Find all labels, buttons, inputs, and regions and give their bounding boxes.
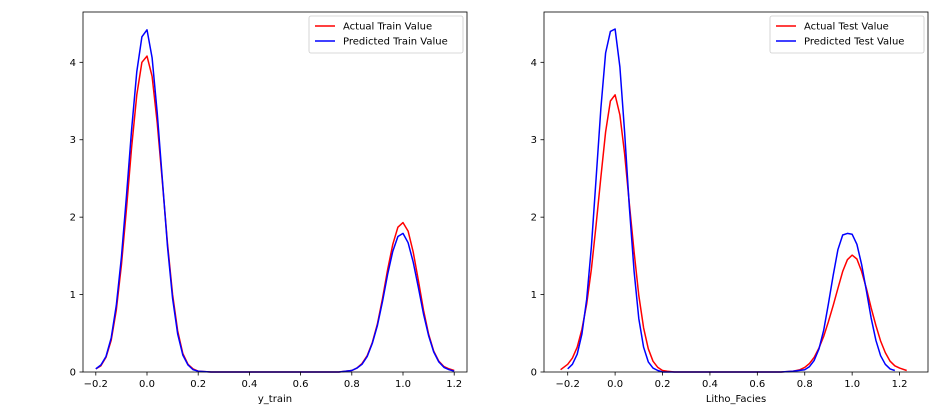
series-line-1 (95, 55, 455, 373)
x-tick-label: 0.6 (293, 379, 309, 390)
x-tick-label: 0.8 (344, 379, 360, 390)
plot-frame (82, 11, 468, 373)
x-tick-label: 0.6 (749, 379, 765, 390)
y-tick-label: 1 (531, 290, 537, 301)
y-tick-label: 2 (70, 213, 76, 224)
x-axis-label: Litho_Facies (706, 394, 766, 405)
y-tick-label: 3 (70, 135, 76, 146)
plot-frame (543, 11, 929, 373)
y-tick-label: 1 (70, 290, 76, 301)
x-tick-label: 1.2 (892, 379, 908, 390)
y-tick-label: 3 (531, 135, 537, 146)
y-tick-label: 0 (70, 368, 76, 379)
x-tick-label: 1.0 (395, 379, 411, 390)
x-tick-label: 1.2 (446, 379, 462, 390)
legend-box (769, 15, 925, 54)
x-tick-label: 0.4 (702, 379, 718, 390)
x-tick-label: 0.0 (139, 379, 155, 390)
series-line-1 (560, 94, 907, 373)
x-tick-label: 0.2 (655, 379, 671, 390)
x-tick-label: 0.4 (241, 379, 257, 390)
y-tick-label: 4 (531, 58, 537, 69)
x-tick-label: 1.0 (844, 379, 860, 390)
legend-label: Actual Train Value (343, 22, 432, 33)
x-tick-label: 0.0 (607, 379, 623, 390)
y-tick-label: 4 (70, 58, 76, 69)
legend-label: Predicted Test Value (804, 37, 904, 48)
x-tick-label: 0.2 (190, 379, 206, 390)
y-tick-label: 0 (531, 368, 537, 379)
legend-label: Predicted Train Value (343, 37, 448, 48)
legend-label: Actual Test Value (804, 22, 889, 33)
x-axis-label: y_train (258, 394, 292, 405)
x-tick-label: 0.8 (797, 379, 813, 390)
y-tick-label: 2 (531, 213, 537, 224)
right-chart-panel: −0.2 0.0 0.2 0.4 0.6 0.8 1.0 1.2 0 1 2 3 4 Litho_Faci… (531, 11, 929, 405)
x-tick-label: −0.2 (556, 379, 580, 390)
series-line-2 (567, 28, 896, 373)
x-tick-label: −0.2 (84, 379, 108, 390)
left-chart-panel: −0.2 0.0 0.2 0.4 0.6 0.8 1.0 1.2 0 1 2 3 4 y_train Act… (70, 11, 468, 405)
series-line-2 (95, 29, 455, 373)
legend-box (308, 15, 464, 54)
